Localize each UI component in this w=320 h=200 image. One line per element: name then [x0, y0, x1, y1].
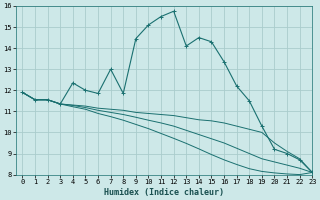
X-axis label: Humidex (Indice chaleur): Humidex (Indice chaleur) [104, 188, 224, 197]
